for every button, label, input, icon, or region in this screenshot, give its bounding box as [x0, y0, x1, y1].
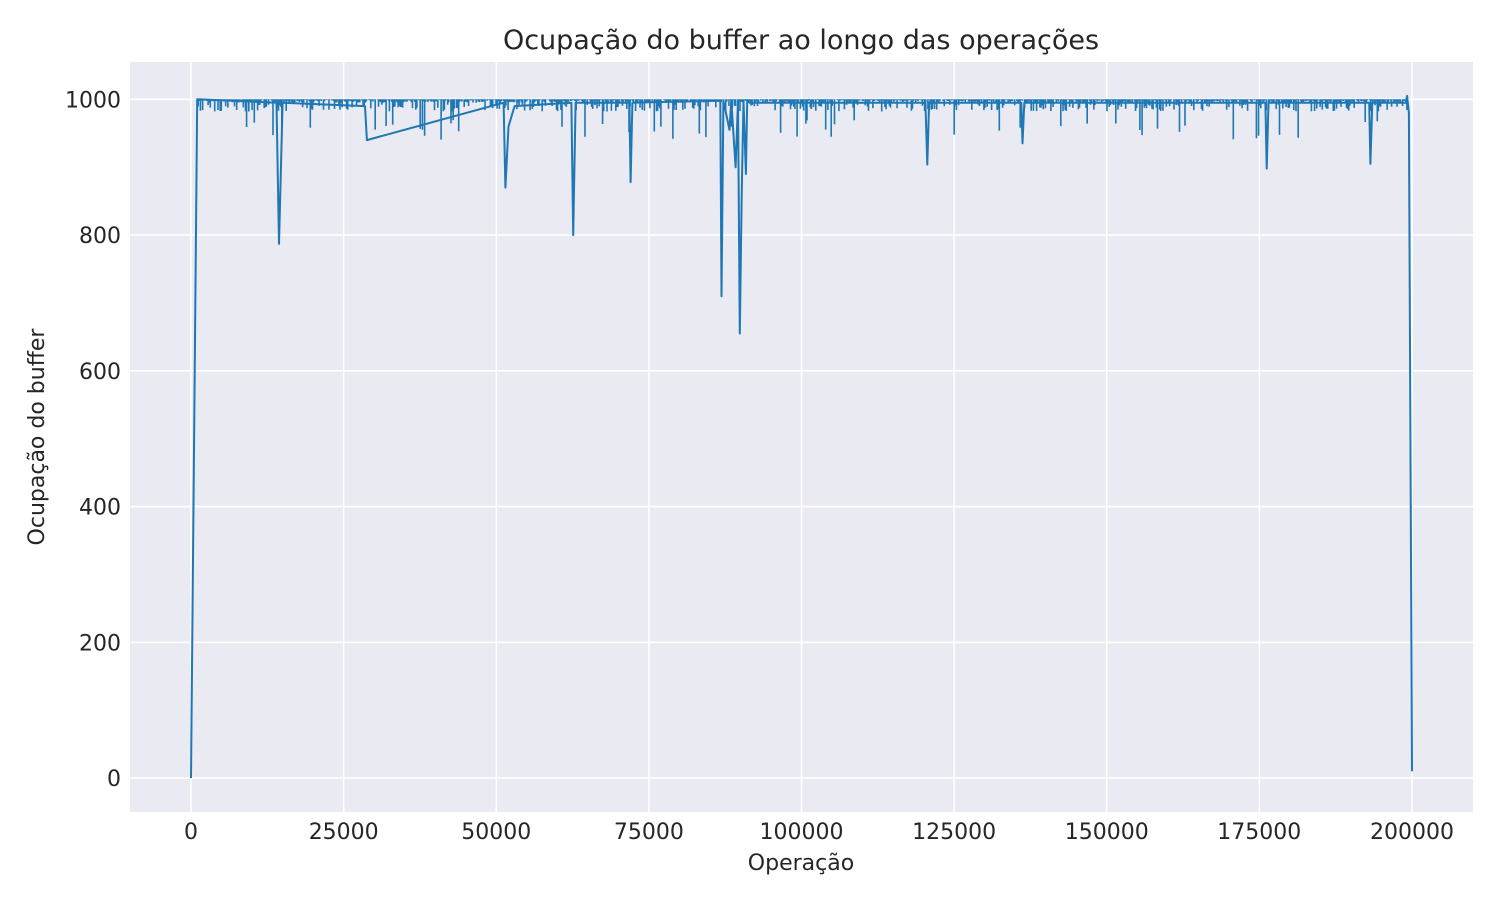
series-lines: [190, 94, 1413, 779]
x-tick-label: 25000: [309, 820, 379, 845]
x-tick-label: 75000: [614, 820, 684, 845]
y-axis-ticks: 0 200 400 600 800 1000: [65, 88, 121, 792]
x-axis-ticks: 0 25000 50000 75000 100000 125000 150000 175000…: [184, 820, 1454, 845]
y-tick-label: 200: [79, 631, 121, 656]
x-tick-label: 125000: [912, 820, 996, 845]
x-tick-label: 50000: [461, 820, 531, 845]
x-tick-label: 200000: [1370, 820, 1454, 845]
y-tick-label: 600: [79, 360, 121, 385]
series-line: [190, 94, 1413, 779]
y-tick-label: 0: [107, 767, 121, 792]
y-axis-label: Ocupação do buffer: [25, 328, 50, 546]
chart-title: Ocupação do buffer ao longo das operaçõe…: [503, 25, 1099, 56]
y-tick-label: 800: [79, 224, 121, 249]
x-axis-label: Operação: [748, 851, 854, 876]
x-tick-label: 100000: [760, 820, 844, 845]
y-tick-label: 400: [79, 496, 121, 521]
series-fluctuation-band: [196, 99, 1408, 140]
y-tick-label: 1000: [65, 88, 121, 113]
x-tick-label: 150000: [1065, 820, 1149, 845]
x-tick-label: 0: [184, 820, 198, 845]
x-tick-label: 175000: [1217, 820, 1301, 845]
